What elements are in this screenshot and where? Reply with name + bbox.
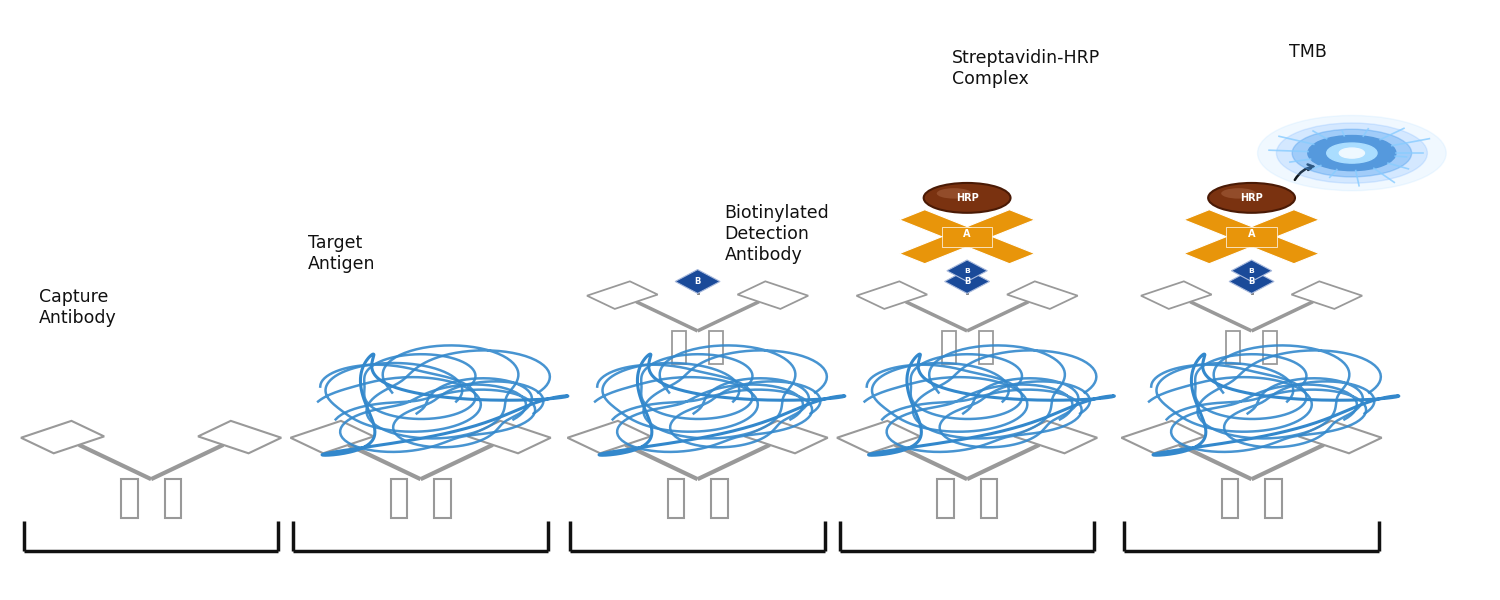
Bar xyxy=(942,227,993,247)
Polygon shape xyxy=(856,281,927,309)
Bar xyxy=(978,331,993,364)
Circle shape xyxy=(1340,148,1365,158)
Polygon shape xyxy=(744,421,828,453)
Bar xyxy=(710,331,723,364)
Polygon shape xyxy=(946,260,987,281)
Text: B: B xyxy=(964,277,970,286)
Polygon shape xyxy=(586,281,657,309)
Polygon shape xyxy=(1239,232,1320,264)
Polygon shape xyxy=(21,421,104,453)
Polygon shape xyxy=(198,421,280,453)
Bar xyxy=(1226,331,1240,364)
Text: A: A xyxy=(963,229,970,239)
Text: B: B xyxy=(964,268,970,274)
Polygon shape xyxy=(1232,260,1272,281)
Polygon shape xyxy=(567,421,651,453)
Ellipse shape xyxy=(1221,188,1256,199)
Polygon shape xyxy=(900,232,980,264)
Circle shape xyxy=(1326,143,1377,163)
Text: B: B xyxy=(694,277,700,286)
Text: A: A xyxy=(1248,229,1256,239)
Bar xyxy=(1227,227,1276,247)
Polygon shape xyxy=(837,421,920,453)
Bar xyxy=(1221,479,1238,518)
Bar xyxy=(433,479,450,518)
Circle shape xyxy=(1292,129,1412,177)
Bar xyxy=(981,479,998,518)
Polygon shape xyxy=(1007,281,1077,309)
Text: Biotinylated
Detection
Antibody: Biotinylated Detection Antibody xyxy=(724,205,830,264)
Polygon shape xyxy=(1142,281,1212,309)
Polygon shape xyxy=(1184,232,1264,264)
Polygon shape xyxy=(675,269,720,293)
Ellipse shape xyxy=(936,188,972,199)
Bar xyxy=(711,479,728,518)
Circle shape xyxy=(1276,123,1428,183)
Text: Streptavidin-HRP
Complex: Streptavidin-HRP Complex xyxy=(952,49,1101,88)
Polygon shape xyxy=(900,209,980,242)
Bar xyxy=(938,479,954,518)
Bar xyxy=(942,331,956,364)
Polygon shape xyxy=(468,421,550,453)
Bar xyxy=(1263,331,1276,364)
Polygon shape xyxy=(954,209,1035,242)
Polygon shape xyxy=(1239,209,1320,242)
Bar xyxy=(1264,479,1281,518)
Bar xyxy=(165,479,182,518)
Polygon shape xyxy=(1299,421,1382,453)
Text: HRP: HRP xyxy=(1240,193,1263,203)
Polygon shape xyxy=(1292,281,1362,309)
Bar xyxy=(390,479,406,518)
Polygon shape xyxy=(1014,421,1096,453)
Ellipse shape xyxy=(924,183,1011,213)
Text: TMB: TMB xyxy=(1288,43,1328,61)
Bar xyxy=(672,331,686,364)
Polygon shape xyxy=(1122,421,1204,453)
Polygon shape xyxy=(945,269,990,293)
Circle shape xyxy=(1308,136,1396,170)
Text: B: B xyxy=(1248,277,1256,286)
Text: B: B xyxy=(1248,268,1254,274)
Polygon shape xyxy=(954,232,1035,264)
Polygon shape xyxy=(738,281,808,309)
Text: Target
Antigen: Target Antigen xyxy=(309,235,376,273)
Bar xyxy=(668,479,684,518)
Ellipse shape xyxy=(1208,183,1294,213)
Polygon shape xyxy=(1184,209,1264,242)
Polygon shape xyxy=(291,421,374,453)
Polygon shape xyxy=(1228,269,1274,293)
Text: HRP: HRP xyxy=(956,193,978,203)
Bar xyxy=(122,479,138,518)
Text: Capture
Antibody: Capture Antibody xyxy=(39,288,117,327)
Circle shape xyxy=(1257,115,1446,191)
